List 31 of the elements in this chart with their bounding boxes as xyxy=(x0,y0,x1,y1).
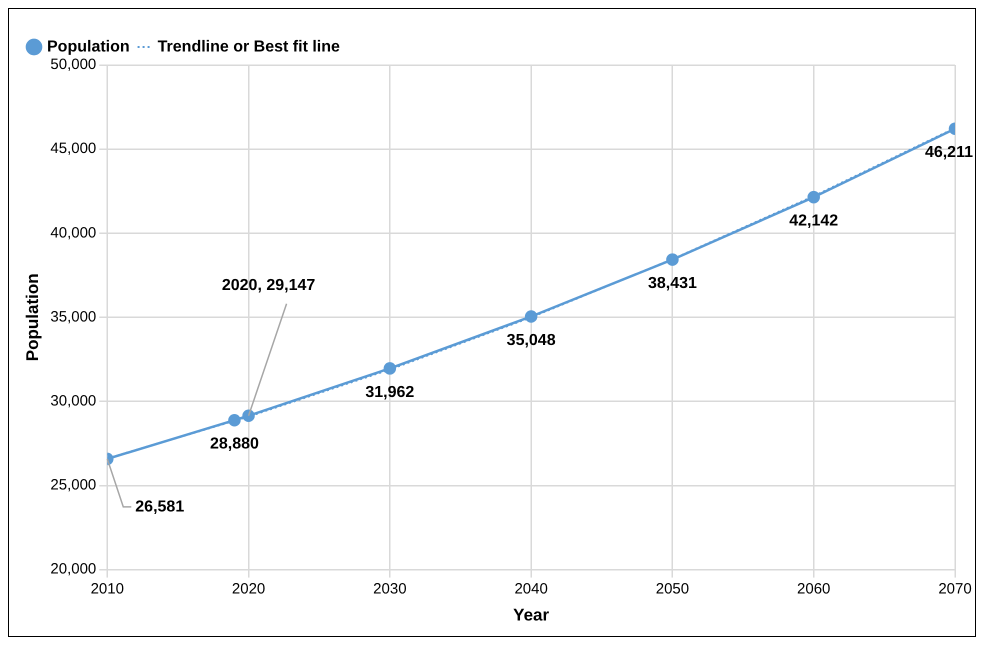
x-axis-title: Year xyxy=(513,605,550,624)
data-label: 46,211 xyxy=(924,144,974,162)
point xyxy=(666,253,679,266)
annotation: 2020, 29,147 xyxy=(222,277,316,294)
y-tick-label: 25,000 xyxy=(50,476,96,494)
y-tick-label: 50,000 xyxy=(50,56,96,74)
y-tick-label: 45,000 xyxy=(50,140,96,158)
data-label: 35,048 xyxy=(506,332,556,349)
data-label: 28,880 xyxy=(210,436,260,453)
y-axis-title: Population xyxy=(22,273,42,362)
data-label: 38,431 xyxy=(648,274,697,292)
y-tick-label: 20,000 xyxy=(50,560,96,578)
point xyxy=(524,310,538,323)
x-tick-label: 2040 xyxy=(514,580,548,598)
x-tick-label: 2020 xyxy=(232,580,266,598)
y-tick-label: 35,000 xyxy=(50,308,96,326)
x-tick-label: 2070 xyxy=(938,580,972,598)
point xyxy=(807,190,820,204)
data-label: 31,962 xyxy=(365,384,414,401)
x-tick-label: 2060 xyxy=(797,580,830,598)
y-tick-label: 40,000 xyxy=(50,224,96,242)
point xyxy=(384,362,396,375)
x-tick-label: 2050 xyxy=(656,580,690,598)
annotation: 26,581 xyxy=(135,498,184,516)
point xyxy=(228,414,241,426)
x-tick-label: 2010 xyxy=(90,580,124,598)
y-tick-label: 30,000 xyxy=(50,392,96,410)
data-label: 42,142 xyxy=(789,212,838,230)
legend-label: Trendline or Best fit line xyxy=(158,38,340,56)
legend-label: Population xyxy=(47,38,130,56)
x-tick-label: 2030 xyxy=(373,580,407,598)
